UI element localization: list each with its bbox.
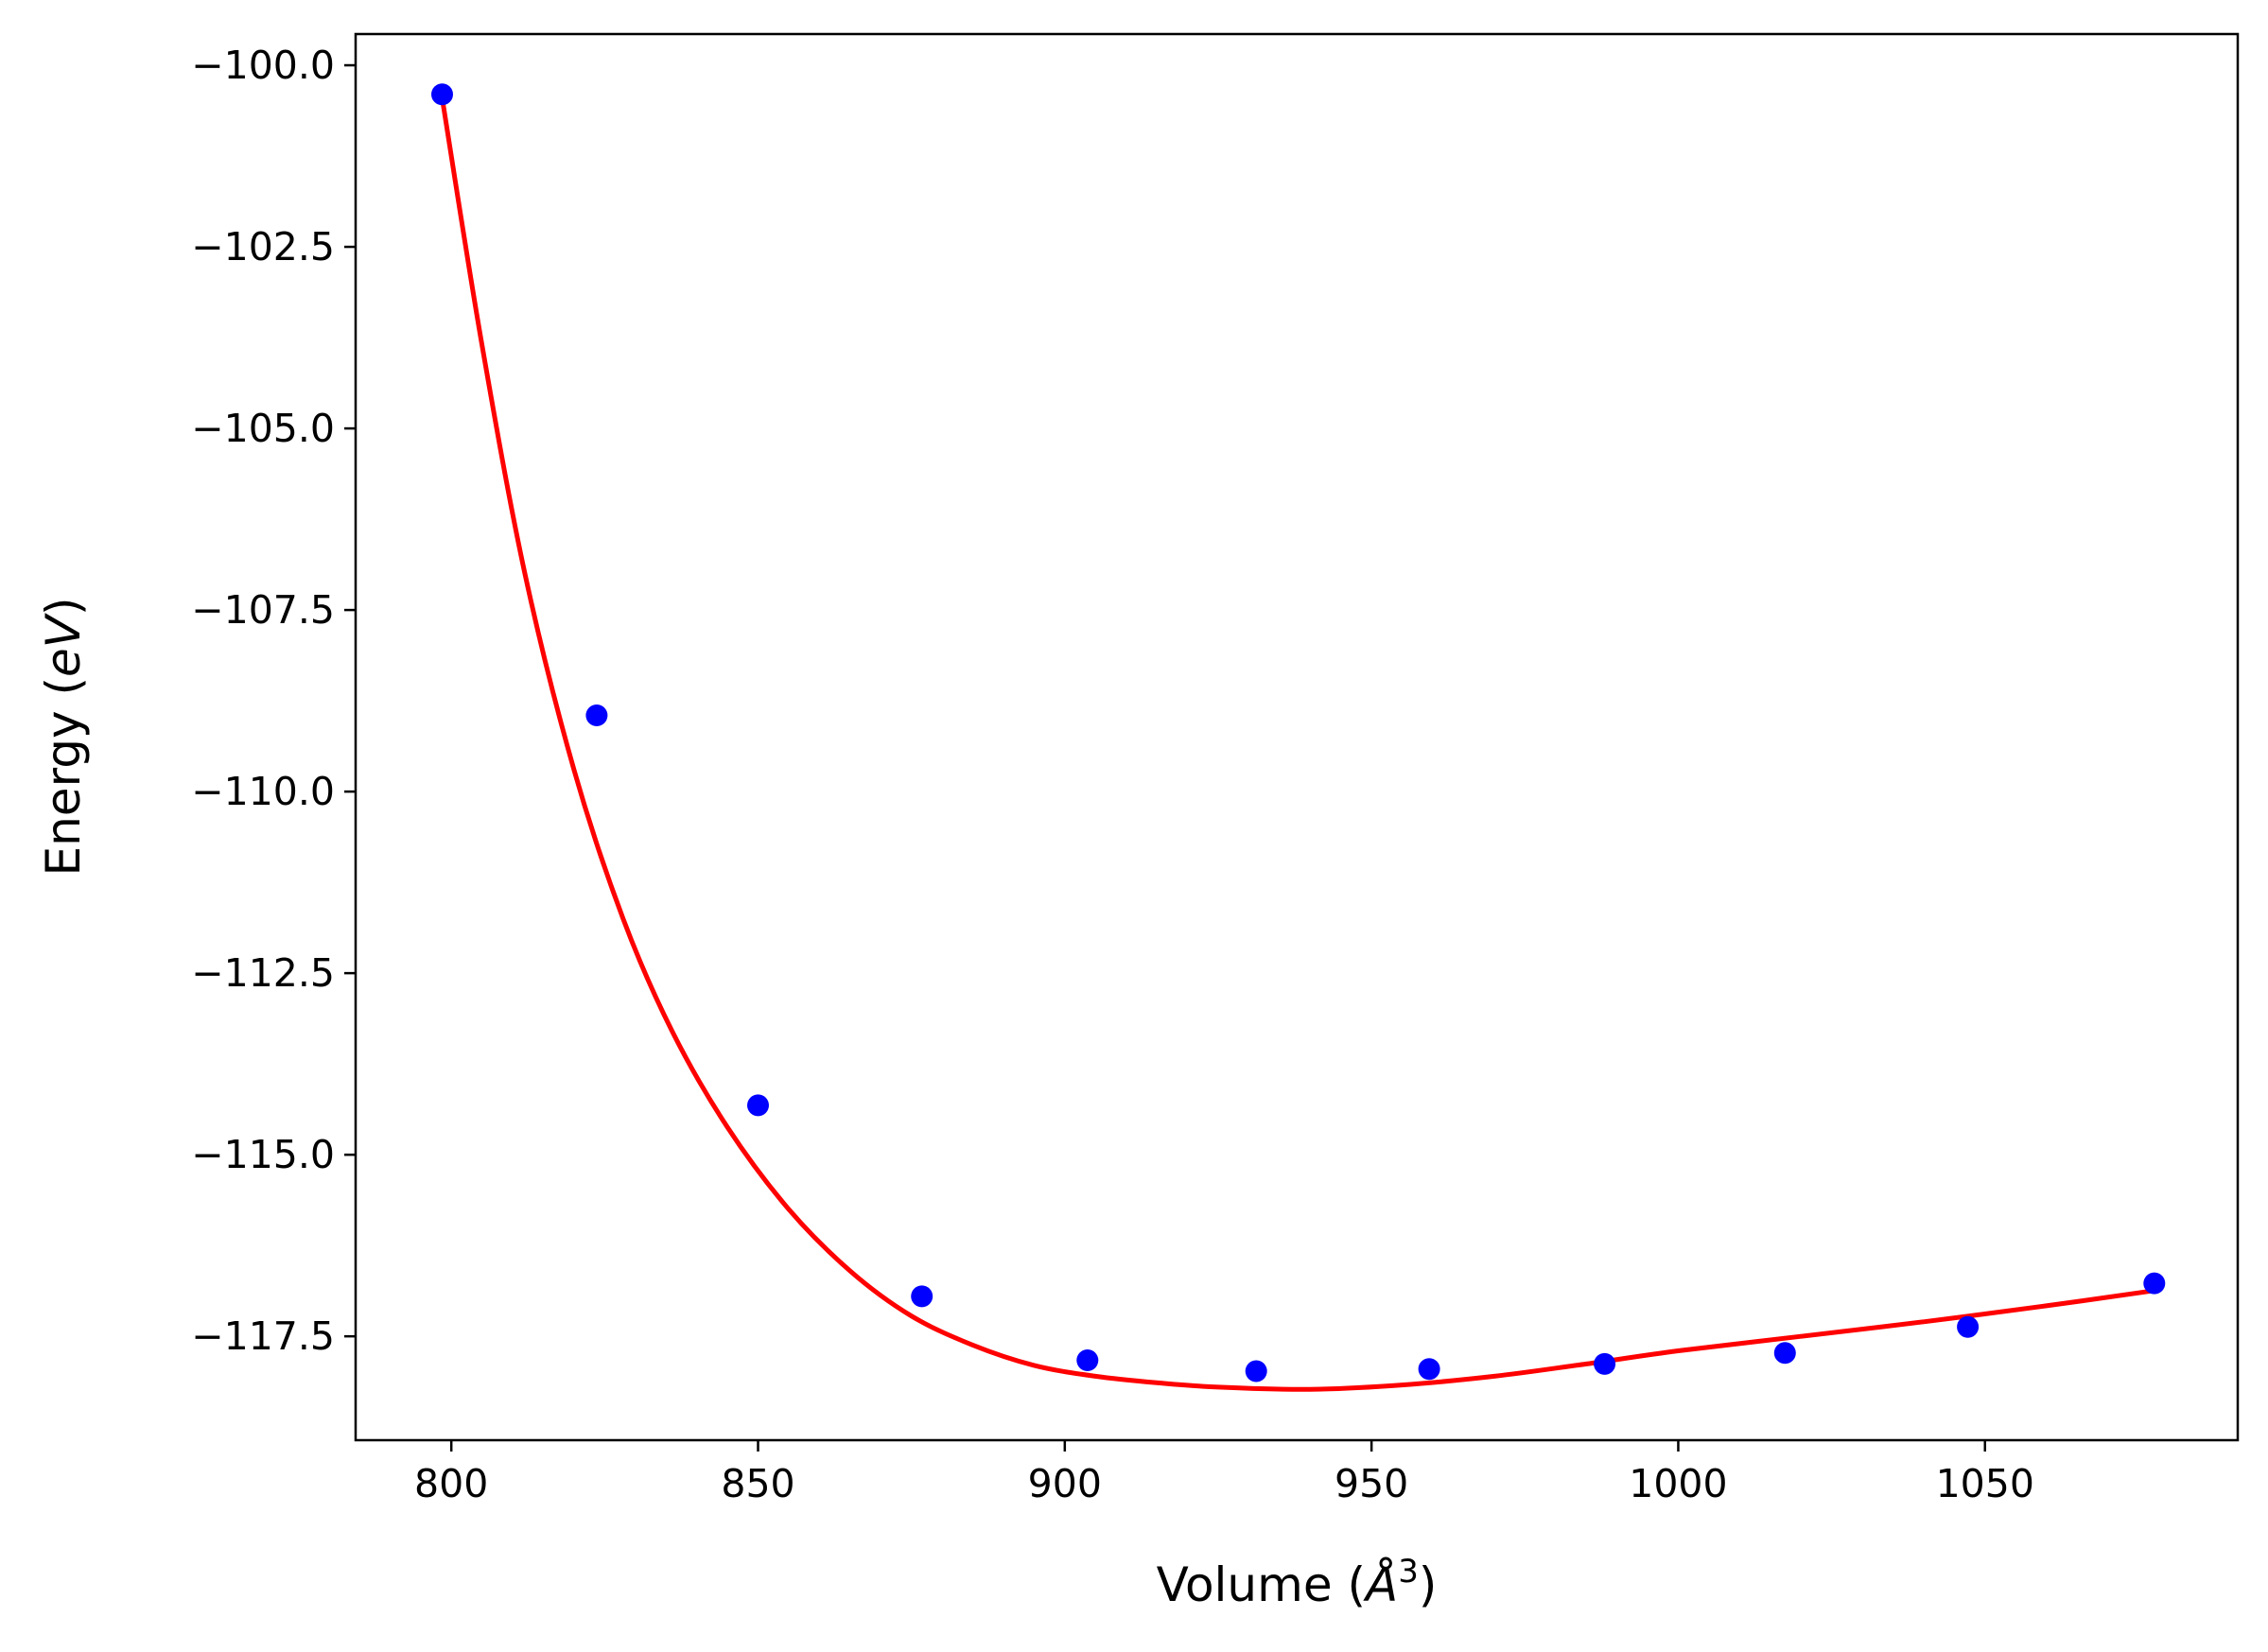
fit-curve	[440, 96, 2157, 1392]
y-tick-label: −100.0	[191, 43, 335, 88]
data-point	[1418, 1358, 1440, 1381]
data-point	[1245, 1360, 1267, 1382]
x-tick-label: 900	[1028, 1461, 1102, 1506]
plot-area	[431, 83, 2166, 1392]
data-point	[2143, 1272, 2166, 1295]
y-tick-label: −110.0	[191, 769, 335, 814]
y-axis: −100.0 −102.5 −105.0 −107.5 −110.0 −112.5 −115…	[191, 43, 356, 1359]
x-tick-label: 1000	[1629, 1461, 1727, 1506]
x-tick-label: 850	[721, 1461, 794, 1506]
y-tick-label: −107.5	[191, 587, 335, 633]
x-axis-title: Volume (Å3)	[1157, 1553, 1438, 1612]
y-tick-label: −105.0	[191, 406, 335, 451]
y-tick-label: −115.0	[191, 1132, 335, 1177]
y-axis-title: Energy (eV)	[36, 598, 91, 877]
data-point	[431, 83, 453, 106]
data-points	[431, 83, 2166, 1382]
y-tick-label: −112.5	[191, 950, 335, 996]
data-point	[1594, 1352, 1616, 1375]
plot-frame	[354, 32, 2240, 1442]
data-point	[911, 1285, 933, 1308]
x-tick-label: 1050	[1936, 1461, 2034, 1506]
y-tick-label: −117.5	[191, 1313, 335, 1359]
x-tick-label: 950	[1335, 1461, 1408, 1506]
data-point	[747, 1094, 769, 1117]
data-point	[1076, 1349, 1099, 1371]
data-point	[1773, 1342, 1796, 1365]
y-tick-label: −102.5	[191, 224, 335, 270]
x-axis: 800 850 900 950 1000 1050	[414, 1440, 2034, 1506]
data-point	[1957, 1315, 1980, 1338]
x-tick-label: 800	[414, 1461, 488, 1506]
data-point	[585, 704, 608, 726]
